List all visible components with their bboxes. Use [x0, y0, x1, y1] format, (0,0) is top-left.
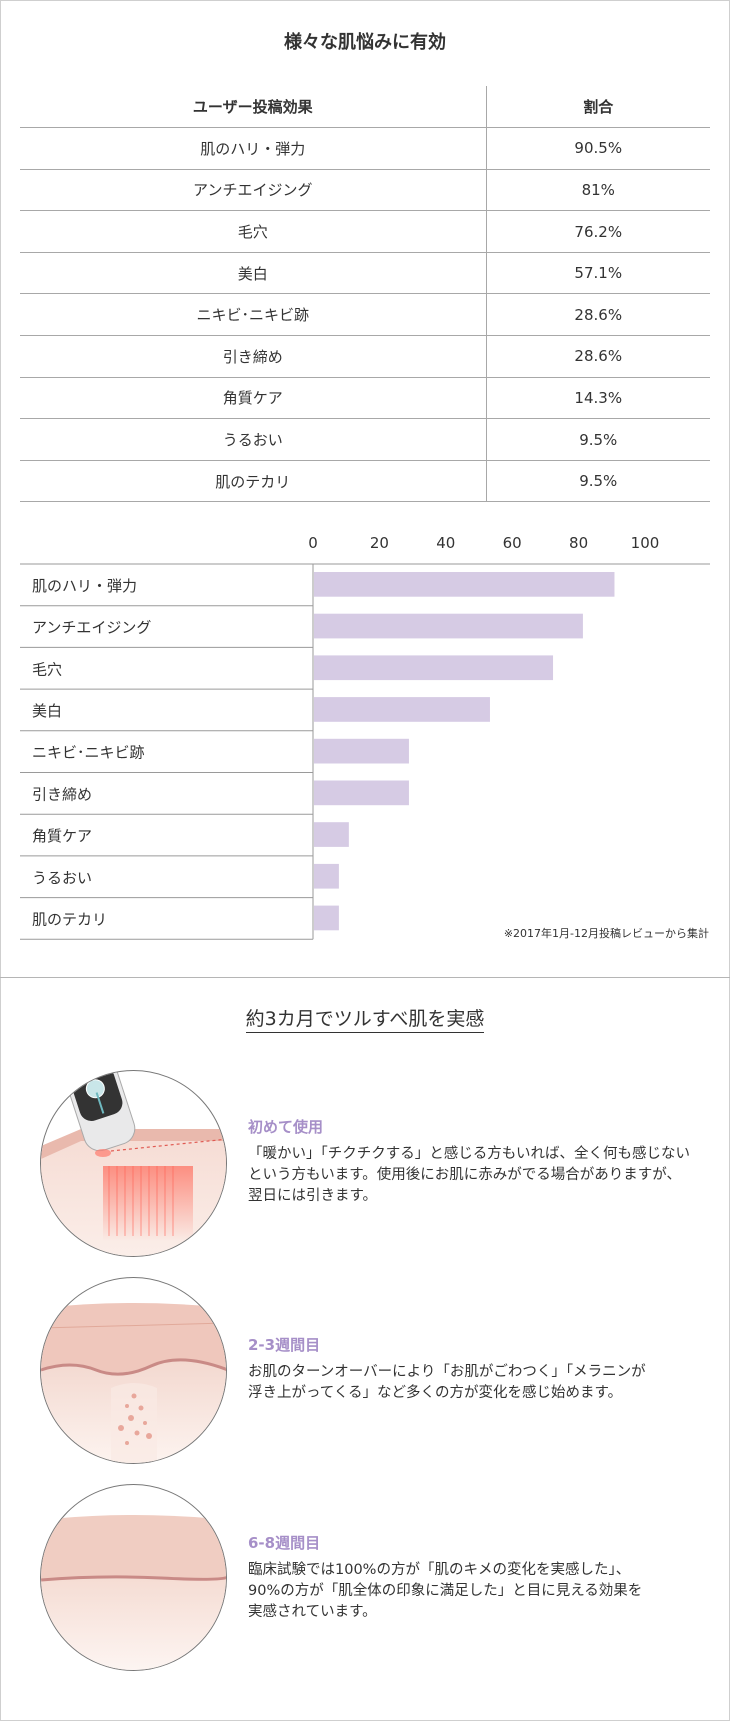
stage-description: 臨床試験では100%の方が「肌のキメの変化を実感した」、 90%の方が「肌全体の… [248, 1560, 708, 1623]
category-label: ニキビ･ニキビ跡 [32, 744, 145, 762]
effect-label: ニキビ･ニキビ跡 [20, 293, 486, 337]
stage-line: 90%の方が「肌全体の印象に満足した」と目に見える効果を [248, 1583, 643, 1599]
category-label: 肌のテカリ [32, 910, 107, 928]
category-label: アンチエイジング [32, 619, 151, 637]
effect-value: 28.6% [485, 293, 710, 337]
column-header: ユーザー投稿効果 [20, 86, 486, 129]
effect-value: 81% [485, 169, 710, 212]
bar [314, 613, 583, 639]
category-label: 引き締め [32, 785, 92, 803]
effect-value: 57.1% [485, 252, 710, 295]
x-tick-label: 60 [503, 534, 522, 552]
effect-value: 9.5% [485, 418, 710, 461]
x-tick-label: 100 [631, 534, 660, 552]
stage-description: お肌のターンオーバーにより「お肌がごわつく」「メラニンが 浮き上がってくる」など… [248, 1362, 708, 1404]
effect-label: 毛穴 [20, 210, 486, 253]
stage-description: 「暖かい」「チクチクする」と感じる方もいれば、全く何も感じない という方もいます… [248, 1144, 708, 1207]
table-row: 肌のハリ・弾力 90.5% [20, 127, 710, 170]
column-header: 割合 [485, 86, 710, 129]
stage-line: 「暖かい」「チクチクする」と感じる方もいれば、全く何も感じない [248, 1146, 690, 1162]
category-label: うるおい [32, 869, 92, 887]
bar [314, 780, 409, 806]
effect-label: 肌のハリ・弾力 [20, 127, 486, 170]
stage-line: 浮き上がってくる」など多くの方が変化を感じ始めます。 [248, 1385, 623, 1401]
category-label: 肌のハリ・弾力 [32, 577, 137, 595]
effect-label: 肌のテカリ [20, 460, 486, 503]
table-row: 肌のテカリ 9.5% [20, 460, 710, 503]
effect-value: 90.5% [485, 127, 710, 170]
category-label: 毛穴 [32, 660, 62, 678]
effect-label: 角質ケア [20, 377, 486, 420]
stage-line: お肌のターンオーバーにより「お肌がごわつく」「メラニンが [248, 1364, 646, 1380]
stage-line: という方もいます。使用後にお肌に赤みがでる場合がありますが、 [248, 1167, 681, 1183]
table-row: ニキビ･ニキビ跡 28.6% [20, 293, 710, 337]
bar [314, 655, 554, 681]
bar [314, 822, 349, 847]
bar [314, 572, 615, 597]
effect-label: アンチエイジング [20, 169, 486, 212]
section-title: 様々な肌悩みに有効 [284, 32, 446, 53]
effect-value: 28.6% [485, 335, 710, 378]
effect-label: 美白 [20, 252, 486, 295]
x-tick-label: 0 [308, 534, 318, 552]
first-use-illustration [40, 1070, 227, 1257]
table-row: アンチエイジング 81% [20, 169, 710, 212]
stage-heading: 2-3週間目 [248, 1336, 321, 1354]
table-row: 角質ケア 14.3% [20, 377, 710, 420]
effect-value: 14.3% [485, 377, 710, 420]
effect-value: 76.2% [485, 210, 710, 253]
effect-value: 9.5% [485, 460, 710, 503]
x-tick-label: 20 [370, 534, 389, 552]
bar [314, 863, 339, 889]
section-title-text: 約3カ月でツルすべ肌を実感 [245, 1008, 485, 1033]
table-row: 美白 57.1% [20, 252, 710, 295]
effects-table: ユーザー投稿効果 割合 肌のハリ・弾力 90.5% アンチエイジング 81% 毛穴 7… [20, 86, 710, 503]
stage-line: 臨床試験では100%の方が「肌のキメの変化を実感した」、 [248, 1562, 631, 1578]
section-title: 約3カ月でツルすべ肌を実感 [0, 1004, 730, 1033]
table-row: 毛穴 76.2% [20, 210, 710, 253]
category-label: 美白 [32, 702, 62, 720]
effects-bar-chart: 0 20 40 60 80 100 肌のハリ・弾力アンチエイジング毛穴美白ニキビ･ニキビ跡引… [20, 534, 710, 940]
stage-line: 実感されています。 [248, 1604, 377, 1620]
stage-line: 翌日には引きます。 [248, 1188, 378, 1204]
weeks-6-8-illustration [40, 1484, 227, 1671]
section-divider [0, 977, 730, 978]
category-label: 角質ケア [32, 827, 92, 845]
x-tick-label: 80 [569, 534, 588, 552]
bar [314, 697, 490, 722]
table-row: 引き締め 28.6% [20, 335, 710, 378]
stage-heading: 初めて使用 [248, 1118, 324, 1136]
stage-heading: 6-8週間目 [248, 1534, 321, 1552]
table-header-row: ユーザー投稿効果 割合 [20, 86, 710, 129]
source-note: ※2017年1月-12月投稿レビューから集計 [503, 927, 709, 940]
effect-label: 引き締め [20, 335, 486, 378]
bar [314, 905, 339, 931]
table-row: うるおい 9.5% [20, 418, 710, 461]
weeks-2-3-illustration [40, 1277, 227, 1464]
x-tick-label: 40 [436, 534, 455, 552]
effect-label: うるおい [20, 418, 486, 461]
bar [314, 738, 409, 764]
